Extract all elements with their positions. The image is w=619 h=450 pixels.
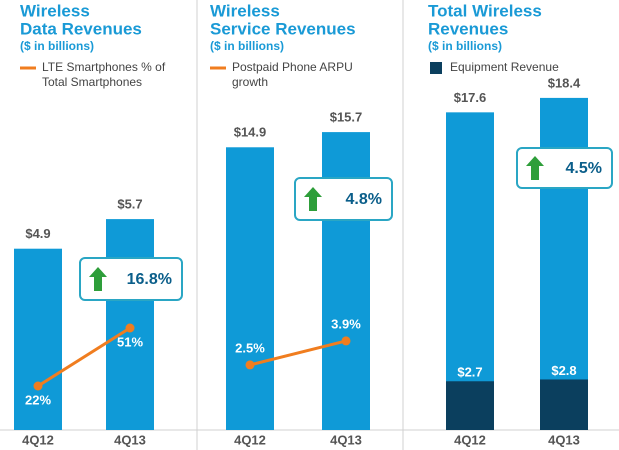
line-point	[245, 360, 255, 370]
data-label: $2.8	[551, 363, 576, 378]
x-tick-label: 4Q12	[454, 432, 486, 447]
legend: LTE Smartphones % of Total Smartphones	[42, 60, 166, 89]
callout-value: 16.8%	[127, 271, 172, 288]
legend: Equipment Revenue	[450, 60, 559, 74]
line-point	[341, 336, 351, 346]
legend-swatch	[430, 62, 442, 74]
data-label: 51%	[117, 334, 143, 349]
data-label: 3.9%	[331, 316, 361, 331]
up-arrow	[304, 187, 322, 211]
data-label: $15.7	[330, 110, 363, 125]
legend: Postpaid Phone ARPU growth	[232, 60, 353, 89]
chart-title: Wireless	[20, 1, 90, 20]
line-point	[125, 323, 135, 333]
legend-label: LTE Smartphones % of Total Smartphones	[42, 60, 166, 89]
up-arrow	[89, 267, 107, 291]
subtitle: ($ in billions)	[210, 39, 284, 53]
callout-box	[294, 177, 393, 221]
data-label: $4.9	[25, 226, 50, 241]
x-tick-label: 4Q12	[234, 432, 266, 447]
subtitle: ($ in billions)	[20, 39, 94, 53]
x-tick-label: 4Q13	[114, 432, 146, 447]
bar	[14, 248, 62, 430]
subtitle: ($ in billions)	[428, 39, 502, 53]
bar	[446, 112, 494, 430]
chart-title: Service Revenues	[210, 19, 356, 38]
legend-label: Postpaid Phone ARPU growth	[232, 60, 353, 89]
callout-box	[79, 257, 183, 301]
data-label: $5.7	[117, 197, 142, 212]
legend-label: Equipment Revenue	[450, 60, 559, 74]
callout-value: 4.8%	[346, 191, 382, 208]
bar	[226, 147, 274, 431]
chart-title: Revenues	[428, 19, 508, 38]
bar-segment	[446, 381, 494, 430]
x-tick-label: 4Q13	[330, 432, 362, 447]
x-tick-label: 4Q13	[548, 432, 580, 447]
chart-title: Wireless	[210, 1, 280, 20]
data-label: $17.6	[454, 90, 487, 105]
bar-segment	[540, 379, 588, 430]
data-label: 22%	[25, 392, 51, 407]
data-label: $2.7	[457, 365, 482, 380]
data-label: 2.5%	[235, 340, 265, 355]
line-point	[33, 381, 43, 391]
line	[249, 339, 347, 367]
chart-title: Total Wireless	[428, 1, 542, 20]
up-arrow	[526, 156, 544, 180]
callout-value: 4.5%	[566, 160, 602, 177]
data-label: $14.9	[234, 125, 267, 140]
x-tick-label: 4Q12	[22, 432, 54, 447]
data-label: $18.4	[548, 75, 581, 90]
chart-title: Data Revenues	[20, 19, 142, 38]
bar	[322, 132, 370, 430]
line	[37, 326, 131, 388]
callout-box	[516, 147, 613, 189]
